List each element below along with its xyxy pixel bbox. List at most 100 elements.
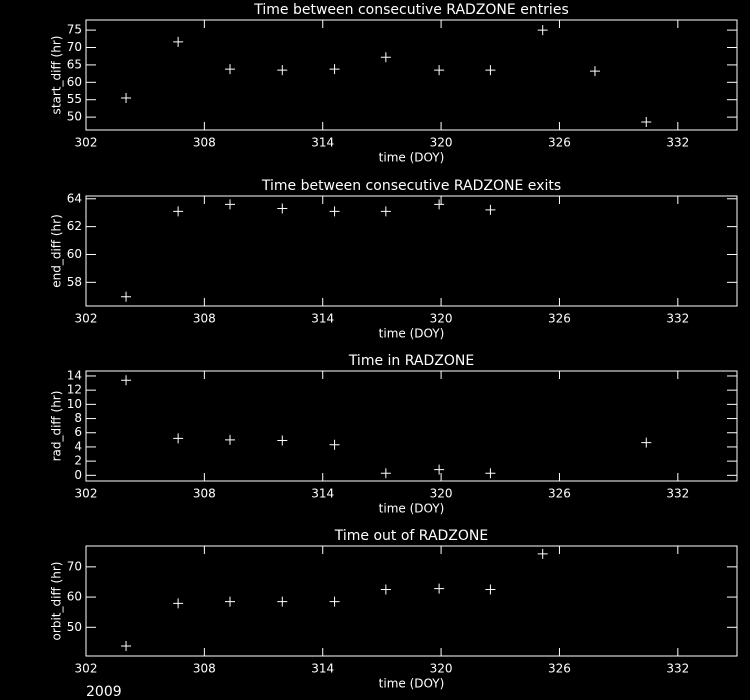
point <box>173 598 184 609</box>
point <box>277 203 288 214</box>
x-tick-label: 332 <box>666 662 689 676</box>
y-tick-label: 60 <box>67 590 82 604</box>
y-tick-label: 4 <box>74 439 82 453</box>
x-axis-label: time (DOY) <box>379 677 445 691</box>
y-tick-label: 50 <box>67 620 82 634</box>
point <box>380 468 391 479</box>
x-axis-label: time (DOY) <box>379 502 445 516</box>
point <box>380 584 391 595</box>
point <box>121 291 132 302</box>
x-tick-label: 302 <box>75 662 98 676</box>
x-tick-label: 320 <box>430 312 453 326</box>
x-tick-label: 314 <box>311 136 334 150</box>
x-tick-label: 326 <box>548 312 571 326</box>
point <box>434 583 445 594</box>
point <box>485 468 496 479</box>
point <box>434 199 445 210</box>
point <box>225 434 236 445</box>
y-tick-label: 65 <box>67 57 82 71</box>
x-tick-label: 308 <box>193 136 216 150</box>
point <box>121 92 132 103</box>
point <box>277 596 288 607</box>
point <box>121 641 132 652</box>
plot-frame <box>85 545 738 657</box>
chart-title: Time between consecutive RADZONE exits <box>261 178 561 194</box>
y-tick-label: 62 <box>67 219 82 233</box>
point <box>121 375 132 386</box>
chart-title: Time in RADZONE <box>348 353 474 369</box>
x-tick-label: 302 <box>75 136 98 150</box>
x-tick-label: 320 <box>430 136 453 150</box>
point <box>380 52 391 63</box>
plot-frame <box>85 370 738 482</box>
point <box>277 65 288 76</box>
x-tick-label: 308 <box>193 487 216 501</box>
x-tick-label: 314 <box>311 487 334 501</box>
x-tick-label: 308 <box>193 662 216 676</box>
point <box>329 64 340 75</box>
point <box>589 66 600 77</box>
x-axis-label: time (DOY) <box>379 327 445 341</box>
point <box>225 199 236 210</box>
x-tick-label: 302 <box>75 487 98 501</box>
point <box>485 584 496 595</box>
y-tick-label: 8 <box>74 411 82 425</box>
y-tick-label: 10 <box>67 397 82 411</box>
y-tick-label: 64 <box>67 191 82 205</box>
x-tick-label: 326 <box>548 662 571 676</box>
y-tick-label: 55 <box>67 92 82 106</box>
point <box>329 596 340 607</box>
x-tick-label: 302 <box>75 312 98 326</box>
y-axis-label: orbit_diff (hr) <box>50 562 64 641</box>
point <box>641 116 652 127</box>
point <box>173 206 184 217</box>
point <box>641 437 652 448</box>
y-axis-label: start_diff (hr) <box>50 36 64 115</box>
y-tick-label: 60 <box>67 75 82 89</box>
x-tick-label: 308 <box>193 312 216 326</box>
x-tick-label: 332 <box>666 136 689 150</box>
point <box>485 204 496 215</box>
point <box>173 36 184 47</box>
y-tick-label: 58 <box>67 275 82 289</box>
plot-frame <box>85 19 738 131</box>
y-tick-label: 6 <box>74 425 82 439</box>
plot-frame <box>85 195 738 307</box>
point <box>380 206 391 217</box>
point <box>537 548 548 559</box>
point <box>329 439 340 450</box>
point <box>485 65 496 76</box>
y-tick-label: 2 <box>74 454 82 468</box>
chart-title: Time between consecutive RADZONE entries <box>253 2 568 18</box>
point <box>277 435 288 446</box>
point <box>329 206 340 217</box>
chart-title: Time out of RADZONE <box>334 528 488 544</box>
x-tick-label: 320 <box>430 662 453 676</box>
point <box>434 65 445 76</box>
point <box>537 25 548 36</box>
y-tick-label: 70 <box>67 40 82 54</box>
year-label: 2009 <box>86 684 122 700</box>
y-tick-label: 12 <box>67 383 82 397</box>
x-tick-label: 314 <box>311 662 334 676</box>
x-tick-label: 320 <box>430 487 453 501</box>
y-tick-label: 14 <box>67 368 82 382</box>
x-tick-label: 326 <box>548 136 571 150</box>
y-axis-label: rad_diff (hr) <box>50 391 64 462</box>
point <box>225 596 236 607</box>
y-tick-label: 0 <box>74 468 82 482</box>
x-tick-label: 332 <box>666 487 689 501</box>
y-tick-label: 70 <box>67 559 82 573</box>
y-axis-label: end_diff (hr) <box>50 214 64 288</box>
y-tick-label: 50 <box>67 110 82 124</box>
x-tick-label: 314 <box>311 312 334 326</box>
point <box>173 433 184 444</box>
point <box>434 464 445 475</box>
point <box>225 64 236 75</box>
x-tick-label: 326 <box>548 487 571 501</box>
x-axis-label: time (DOY) <box>379 151 445 165</box>
y-tick-label: 75 <box>67 23 82 37</box>
y-tick-label: 60 <box>67 247 82 261</box>
x-tick-label: 332 <box>666 312 689 326</box>
